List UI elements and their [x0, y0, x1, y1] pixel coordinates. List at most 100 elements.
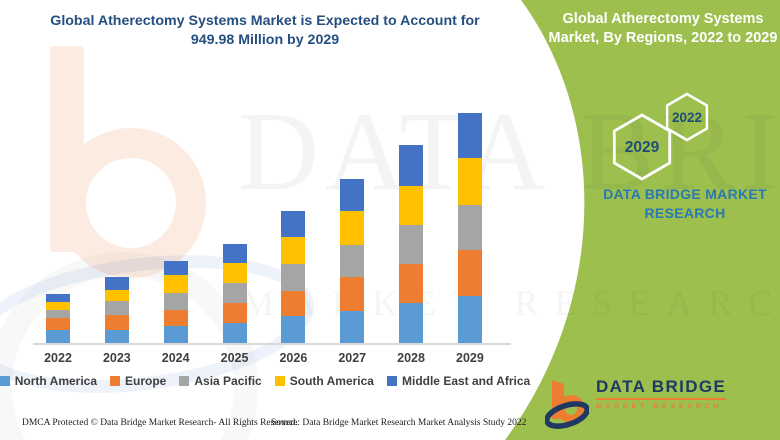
legend-swatch-asia-pacific [179, 376, 190, 386]
bar-segment-north-america [340, 310, 365, 343]
bar-segment-south-america [399, 185, 424, 225]
bar-segment-europe [46, 318, 70, 331]
bar-segment-middle-east-and-africa [222, 244, 247, 264]
bar-column-2029: 2029 [448, 113, 492, 365]
bar-segment-asia-pacific [163, 292, 188, 310]
brand-text-line1: DATA BRIDGE MARKET [603, 186, 767, 202]
bar-segment-europe [104, 314, 129, 330]
stacked-bar-2027 [340, 178, 365, 343]
year-hexagons: 2029 2022 [612, 92, 709, 181]
bar-segment-north-america [222, 322, 247, 343]
hexagon-2029-label: 2029 [625, 139, 660, 156]
logo-name: DATA BRIDGE [596, 377, 727, 400]
bar-segment-south-america [457, 157, 482, 205]
legend-swatch-middle-east-and-africa [386, 376, 397, 386]
bar-segment-asia-pacific [222, 282, 247, 303]
chart-title-line1: Global Atherectomy Systems Market is Exp… [50, 13, 480, 29]
logo-text-block: DATA BRIDGE MARKET RESEARCH [596, 377, 727, 410]
x-axis-label-2028: 2028 [397, 351, 425, 365]
watermark-text-row1: DATA BRIDGE [238, 90, 780, 214]
bar-segment-north-america [281, 316, 306, 343]
bar-segment-north-america [163, 326, 188, 343]
footer-dmca: DMCA Protected © Data Bridge Market Rese… [22, 418, 298, 428]
x-axis-label-2022: 2022 [44, 351, 72, 365]
legend-item-middle-east-and-africa: Middle East and Africa [386, 374, 531, 388]
bar-segment-middle-east-and-africa [340, 178, 365, 212]
bar-segment-middle-east-and-africa [399, 145, 424, 186]
hexagon-2022 [665, 92, 709, 142]
bar-segment-south-america [281, 236, 306, 265]
x-axis-label-2023: 2023 [102, 351, 131, 365]
hexagon-2022-label: 2022 [672, 110, 702, 125]
green-ribbon-shape [505, 0, 780, 440]
logo-subtitle: MARKET RESEARCH [596, 403, 723, 410]
panel-title-line1: Global Atherectomy Systems [562, 11, 764, 27]
bar-segment-asia-pacific [340, 244, 365, 278]
bar-chart: 2022 2023 2024 2025 2026 2027 2028 2029 [36, 113, 492, 365]
legend-item-asia-pacific: Asia Pacific [179, 374, 262, 388]
bar-column-2024: 2024 [154, 260, 198, 365]
bar-segment-north-america [457, 296, 482, 343]
bar-column-2022: 2022 [36, 294, 80, 365]
chart-legend: North America Europe Asia Pacific South Ame… [0, 374, 530, 388]
legend-swatch-europe [110, 376, 121, 386]
stacked-bar-2026 [281, 211, 306, 343]
bar-segment-europe [457, 250, 482, 297]
chart-title: Global Atherectomy Systems Market is Exp… [28, 12, 502, 50]
logo-swoosh [545, 401, 589, 429]
databridge-logo: DATA BRIDGE MARKET RESEARCH [545, 377, 727, 431]
bar-segment-europe [399, 264, 424, 304]
stacked-bar-2024 [163, 260, 188, 343]
bar-segment-europe [281, 291, 306, 317]
legend-item-south-america: South America [274, 374, 374, 388]
bar-segment-middle-east-and-africa [46, 294, 70, 302]
bar-segment-europe [340, 277, 365, 311]
bar-segment-europe [222, 302, 247, 323]
bar-column-2028: 2028 [389, 145, 433, 365]
footer-source: Source: Data Bridge Market Research Mark… [271, 418, 527, 428]
bar-segment-north-america [399, 303, 424, 343]
bar-segment-middle-east-and-africa [281, 211, 306, 237]
bar-segment-north-america [104, 329, 129, 343]
bar-column-2025: 2025 [213, 244, 257, 365]
x-axis-label-2024: 2024 [161, 351, 190, 365]
stacked-bar-2028 [399, 145, 424, 343]
bar-column-2027: 2027 [330, 178, 374, 365]
bar-segment-south-america [340, 211, 365, 245]
chart-title-line2: 949.98 Million by 2029 [190, 32, 340, 48]
x-axis-label-2026: 2026 [279, 351, 308, 365]
x-axis-label-2027: 2027 [338, 351, 367, 365]
x-axis-label-2029: 2029 [456, 351, 484, 365]
stacked-bar-2025 [222, 244, 247, 343]
databridge-logo-icon [545, 380, 589, 429]
legend-label-europe: Europe [125, 374, 167, 388]
x-axis-label-2025: 2025 [220, 351, 249, 365]
bar-segment-south-america [163, 274, 188, 293]
brand-text: DATA BRIDGE MARKET RESEARCH [565, 185, 780, 223]
stacked-bar-2023 [104, 277, 129, 343]
legend-label-middle-east-and-africa: Middle East and Africa [401, 374, 531, 388]
bar-segment-asia-pacific [457, 204, 482, 251]
x-axis-line [33, 343, 511, 345]
bar-segment-europe [163, 309, 188, 327]
bar-segment-south-america [46, 301, 70, 311]
watermark-text-row2: MARKET RESEARCH [242, 283, 780, 323]
bar-segment-south-america [104, 289, 129, 302]
legend-label-south-america: South America [289, 374, 374, 388]
bar-segment-middle-east-and-africa [104, 277, 129, 290]
legend-swatch-south-america [274, 376, 285, 386]
bar-segment-south-america [222, 263, 247, 283]
panel-title-line2: Market, By Regions, 2022 to 2029 [548, 29, 778, 46]
bar-segment-asia-pacific [399, 224, 424, 265]
legend-label-asia-pacific: Asia Pacific [194, 374, 262, 388]
bar-segment-north-america [46, 330, 70, 343]
bar-segment-asia-pacific [104, 301, 129, 315]
legend-label-north-america: North America [14, 374, 98, 388]
stacked-bar-2022 [46, 294, 70, 343]
brand-text-line2: RESEARCH [644, 205, 726, 221]
bar-segment-middle-east-and-africa [457, 113, 482, 158]
bar-segment-asia-pacific [281, 264, 306, 292]
bar-column-2026: 2026 [271, 211, 315, 365]
